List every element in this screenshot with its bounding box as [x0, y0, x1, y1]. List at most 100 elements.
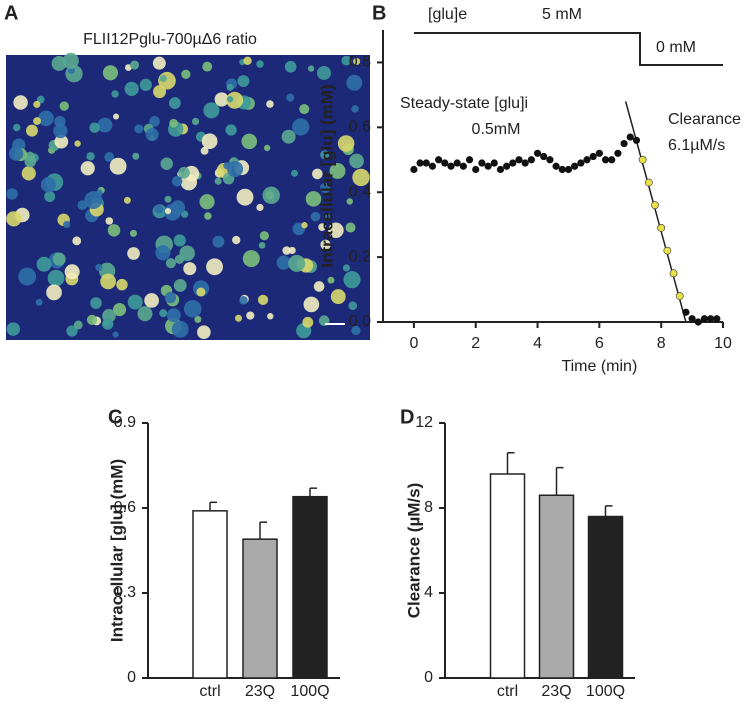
cell — [202, 61, 213, 72]
bar — [242, 538, 278, 679]
data-point — [478, 159, 486, 167]
cell — [123, 196, 131, 204]
cell — [105, 217, 114, 225]
cell — [129, 60, 140, 70]
cell — [145, 127, 159, 142]
bar — [292, 495, 328, 679]
cell — [166, 308, 181, 323]
cell — [288, 254, 306, 272]
cell — [242, 250, 260, 268]
x-tick-label: 8 — [657, 335, 666, 352]
cell — [191, 117, 200, 126]
cell — [258, 241, 266, 249]
data-point — [509, 159, 517, 167]
cell — [149, 116, 160, 127]
cell — [164, 208, 172, 215]
cell — [181, 69, 191, 79]
data-point — [558, 165, 566, 174]
cell — [112, 303, 127, 317]
cell — [292, 118, 310, 136]
cell — [236, 188, 254, 206]
cell — [38, 110, 54, 127]
cell — [160, 157, 173, 170]
cell — [346, 198, 353, 205]
cell — [267, 313, 274, 320]
cell — [276, 255, 291, 270]
y-tick-label: 0 — [424, 669, 433, 686]
data-point — [663, 246, 672, 255]
cell — [351, 105, 359, 113]
x-tick-label: 100Q — [586, 683, 625, 700]
cell — [95, 263, 103, 272]
data-point — [651, 201, 659, 210]
cell — [33, 100, 41, 108]
y-tick-label: 0.6 — [114, 499, 136, 516]
cell — [305, 191, 322, 207]
cell — [132, 152, 140, 160]
cell — [348, 301, 358, 311]
cell — [6, 188, 18, 200]
data-point — [700, 315, 709, 323]
cell — [343, 271, 361, 289]
cell — [134, 124, 144, 134]
cell — [124, 81, 139, 96]
cell — [165, 258, 176, 269]
panel-letter: D — [400, 406, 414, 428]
y-tick-label: 0.6 — [349, 119, 371, 136]
cell — [72, 236, 82, 246]
cell — [319, 182, 331, 194]
x-tick-label: ctrl — [199, 683, 220, 700]
cell — [352, 168, 370, 187]
fit-line — [624, 101, 687, 323]
cell — [152, 56, 166, 70]
cell — [129, 229, 138, 237]
cell — [266, 100, 274, 108]
data-point — [465, 156, 474, 164]
x-tick-label: 6 — [595, 335, 604, 352]
cell — [171, 320, 189, 338]
data-point — [564, 165, 573, 174]
data-point — [416, 159, 424, 167]
data-point — [435, 156, 443, 164]
data-point — [533, 149, 542, 157]
cell — [316, 65, 331, 80]
data-point — [626, 133, 634, 141]
data-point — [552, 162, 560, 170]
cell — [86, 314, 98, 325]
cell — [259, 231, 269, 241]
cell — [173, 279, 187, 292]
data-point — [453, 159, 461, 167]
cell — [226, 96, 234, 103]
data-point — [614, 149, 622, 157]
cell — [328, 222, 344, 239]
x-tick-label: 23Q — [245, 683, 275, 700]
cell — [288, 246, 296, 255]
cell — [12, 123, 21, 132]
cell — [234, 314, 243, 322]
data-point — [713, 315, 721, 323]
cell — [139, 78, 152, 91]
cell — [299, 103, 310, 115]
data-point — [644, 178, 653, 187]
cell — [102, 65, 119, 81]
cell — [346, 74, 363, 91]
cell — [323, 212, 331, 220]
y-tick-label: 0.8 — [349, 54, 371, 71]
data-point — [608, 156, 616, 164]
cell — [170, 200, 185, 215]
x-tick-label: 23Q — [541, 683, 571, 700]
data-point — [682, 308, 690, 316]
cell — [206, 258, 224, 276]
data-point — [589, 152, 597, 161]
cell — [302, 316, 314, 328]
y-tick-label: 4 — [424, 584, 433, 601]
cell — [112, 331, 119, 338]
cell — [80, 161, 95, 176]
annotation: 6.1µM/s — [668, 137, 725, 154]
cell — [203, 102, 220, 119]
cell — [6, 211, 22, 227]
cell — [178, 166, 190, 179]
cell — [154, 204, 164, 214]
cell — [40, 177, 56, 193]
